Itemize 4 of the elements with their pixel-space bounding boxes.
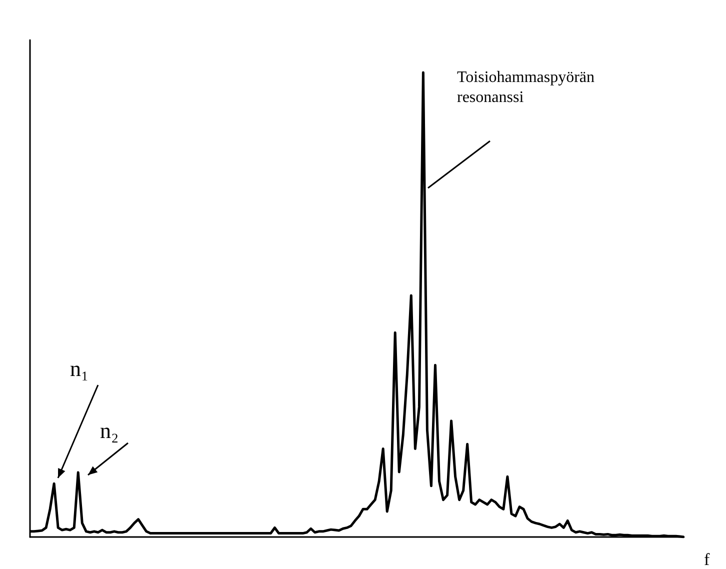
annotation: n₂	[100, 418, 119, 444]
annotation: n₁	[70, 356, 89, 382]
x-axis-title: f	[704, 550, 710, 569]
annotation: Toisiohammaspyörän resonanssi	[457, 68, 596, 108]
